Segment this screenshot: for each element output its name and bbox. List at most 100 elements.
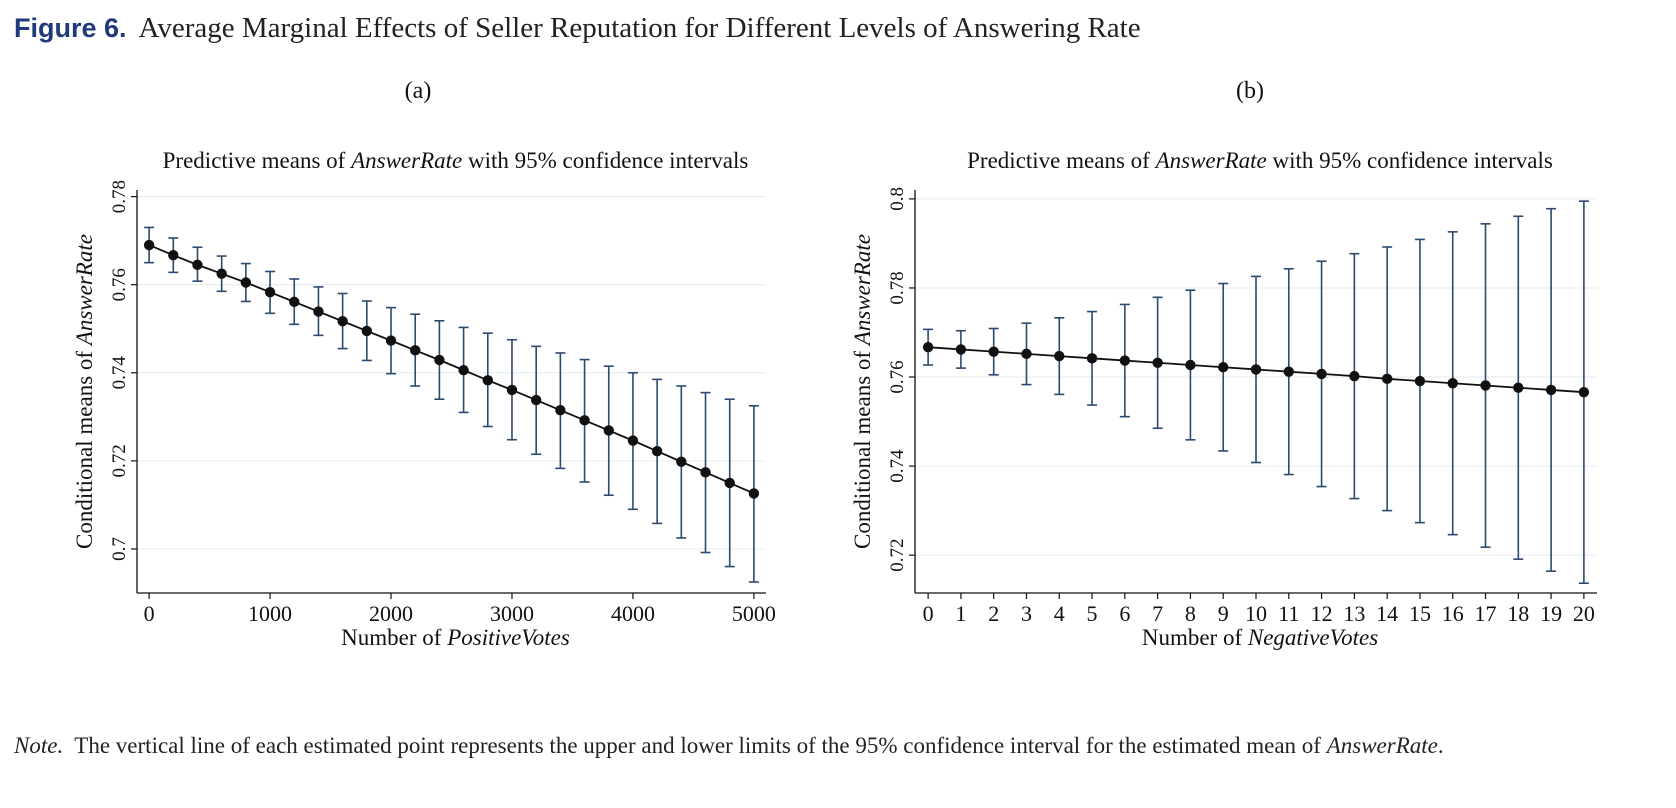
data-point [676, 456, 687, 467]
data-point [530, 394, 542, 406]
data-point [458, 364, 469, 376]
data-point [434, 354, 445, 366]
chart-b-svg: Predictive means of AnswerRate with 95% … [850, 148, 1597, 650]
x-tick-label: 15 [1409, 601, 1431, 626]
y-tick-label: 0.76 [887, 360, 908, 393]
x-tick-label: 2000 [369, 601, 413, 626]
data-point [1021, 348, 1032, 360]
data-point [555, 405, 566, 416]
x-tick-label: 3000 [490, 601, 534, 626]
data-point [579, 415, 590, 426]
data-point [1119, 355, 1131, 366]
data-point [1513, 382, 1524, 393]
data-point [264, 286, 276, 298]
data-point [1185, 359, 1196, 371]
x-tick-label: 5000 [732, 601, 776, 626]
data-point [168, 249, 179, 261]
data-point [1349, 370, 1360, 382]
mean-line [148, 244, 755, 495]
figure-label: Figure 6. [14, 13, 127, 43]
data-point [748, 488, 760, 499]
data-point [988, 346, 999, 357]
data-point [1218, 362, 1229, 373]
data-point [361, 325, 373, 337]
x-axis-label: Number of NegativeVotes [1142, 625, 1378, 650]
x-tick-label: 7 [1152, 601, 1163, 626]
x-axis-label: Number of PositiveVotes [341, 625, 570, 650]
data-point [1054, 350, 1065, 362]
y-tick-label: 0.7 [109, 537, 130, 561]
data-point [1152, 357, 1163, 368]
data-point [482, 375, 493, 386]
x-tick-label: 6 [1119, 601, 1130, 626]
y-tick-label: 0.78 [887, 271, 908, 304]
data-point [651, 445, 663, 457]
data-point [922, 341, 934, 353]
chart-a-svg: Predictive means of AnswerRate with 95% … [72, 148, 776, 650]
x-tick-label: 11 [1278, 601, 1299, 626]
data-point [385, 335, 397, 346]
data-point [410, 345, 421, 356]
x-tick-label: 8 [1185, 601, 1196, 626]
data-point [192, 259, 203, 271]
panel-a-label: (a) [404, 78, 432, 104]
x-tick-label: 16 [1442, 601, 1464, 626]
x-tick-label: 2 [988, 601, 999, 626]
x-tick-label: 0 [144, 601, 155, 626]
chart-panel-a: Predictive means of AnswerRate with 95% … [64, 148, 844, 695]
x-tick-label: 19 [1540, 601, 1562, 626]
data-point [1316, 368, 1327, 380]
note-term: AnswerRate [1326, 733, 1438, 758]
data-point [313, 306, 324, 317]
data-point [289, 296, 300, 308]
x-tick-label: 0 [923, 601, 934, 626]
y-tick-label: 0.74 [887, 449, 908, 483]
y-axis-label: Conditional means of AnswerRate [850, 234, 875, 549]
chart-panel-b: Predictive means of AnswerRate with 95% … [842, 148, 1622, 695]
chart-title: Predictive means of AnswerRate with 95% … [967, 148, 1553, 173]
x-tick-label: 17 [1475, 601, 1497, 626]
y-tick-label: 0.72 [887, 539, 908, 572]
figure-note: Note. The vertical line of each estimate… [14, 730, 1664, 761]
note-suffix: . [1437, 733, 1444, 758]
data-point [1250, 364, 1262, 375]
data-point [1447, 378, 1458, 389]
y-tick-label: 0.78 [109, 180, 130, 213]
data-point [1283, 366, 1294, 377]
x-tick-label: 1000 [248, 601, 292, 626]
y-tick-label: 0.8 [887, 187, 908, 211]
data-point [1414, 375, 1426, 387]
x-tick-label: 3 [1021, 601, 1032, 626]
y-tick-label: 0.76 [109, 268, 130, 301]
data-point [216, 268, 227, 279]
note-text: The vertical line of each estimated poin… [74, 733, 1321, 758]
x-tick-label: 20 [1573, 601, 1595, 626]
x-tick-label: 4 [1054, 601, 1065, 626]
figure-title-text: Average Marginal Effects of Seller Reput… [138, 12, 1141, 44]
x-tick-label: 9 [1218, 601, 1229, 626]
y-tick-label: 0.74 [109, 356, 130, 390]
data-point [603, 425, 614, 436]
data-point [506, 384, 518, 396]
x-tick-label: 12 [1311, 601, 1333, 626]
chart-title: Predictive means of AnswerRate with 95% … [163, 148, 749, 173]
data-point [143, 239, 155, 251]
data-point [724, 477, 735, 489]
x-tick-label: 1 [955, 601, 966, 626]
data-point [955, 344, 967, 355]
x-tick-label: 14 [1376, 601, 1398, 626]
data-point [1086, 353, 1098, 364]
note-prefix: Note. [14, 733, 64, 758]
data-point [337, 316, 348, 327]
y-tick-label: 0.72 [109, 444, 130, 477]
figure-title: Figure 6. Average Marginal Effects of Sel… [14, 12, 1141, 45]
data-point [240, 277, 252, 288]
panel-b-label: (b) [1236, 78, 1264, 104]
x-tick-label: 4000 [611, 601, 655, 626]
data-point [627, 435, 639, 446]
x-tick-label: 18 [1507, 601, 1529, 626]
y-axis-label: Conditional means of AnswerRate [72, 234, 97, 549]
x-tick-label: 10 [1245, 601, 1267, 626]
data-point [1545, 384, 1557, 396]
data-point [1578, 386, 1590, 398]
